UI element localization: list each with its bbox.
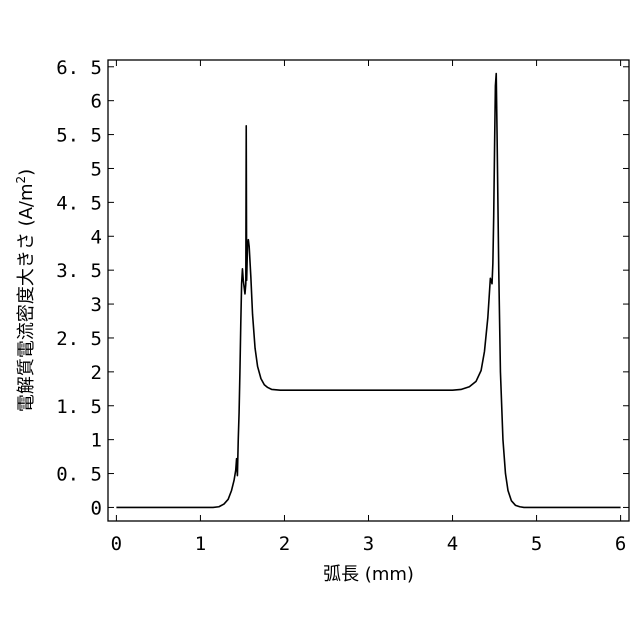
- y-tick-label: 1. 5: [56, 396, 102, 418]
- x-tick-label: 3: [363, 533, 374, 555]
- plot-frame: [108, 60, 629, 521]
- y-axis-ticks: 0 0. 5 1 1. 5 2 2. 5 3 3. 5 4 4. 5 5 5. 5 6 6. 5: [56, 57, 629, 520]
- x-axis-title: 弧長 (mm): [323, 564, 414, 585]
- x-tick-label: 5: [531, 533, 542, 555]
- x-axis-ticks: 0 1 2 3 4 5 6: [111, 60, 627, 555]
- y-tick-label: 0. 5: [56, 464, 102, 486]
- x-tick-label: 1: [195, 533, 206, 555]
- series-layer: [116, 74, 620, 508]
- y-axis-title-main: 電解質電流密度大きさ (A/m: [16, 184, 37, 413]
- y-tick-label: 6. 5: [56, 57, 102, 79]
- y-tick-label: 0: [91, 497, 102, 519]
- y-axis-title-superscript: 2: [14, 176, 28, 184]
- x-tick-label: 6: [615, 533, 626, 555]
- y-tick-label: 4. 5: [56, 192, 102, 214]
- series-line: [116, 74, 620, 508]
- x-tick-label: 0: [111, 533, 122, 555]
- y-tick-label: 3: [91, 294, 102, 316]
- y-tick-label: 3. 5: [56, 260, 102, 282]
- y-tick-label: 2. 5: [56, 328, 102, 350]
- y-tick-label: 4: [91, 226, 102, 248]
- x-tick-label: 2: [279, 533, 290, 555]
- x-tick-label: 4: [447, 533, 458, 555]
- y-tick-label: 6: [91, 91, 102, 113]
- y-axis-title: 電解質電流密度大きさ (A/m2): [14, 169, 37, 412]
- y-tick-label: 5: [91, 158, 102, 180]
- y-axis-title-end: ): [16, 169, 37, 176]
- y-tick-label: 5. 5: [56, 125, 102, 147]
- y-tick-label: 1: [91, 430, 102, 452]
- y-tick-label: 2: [91, 362, 102, 384]
